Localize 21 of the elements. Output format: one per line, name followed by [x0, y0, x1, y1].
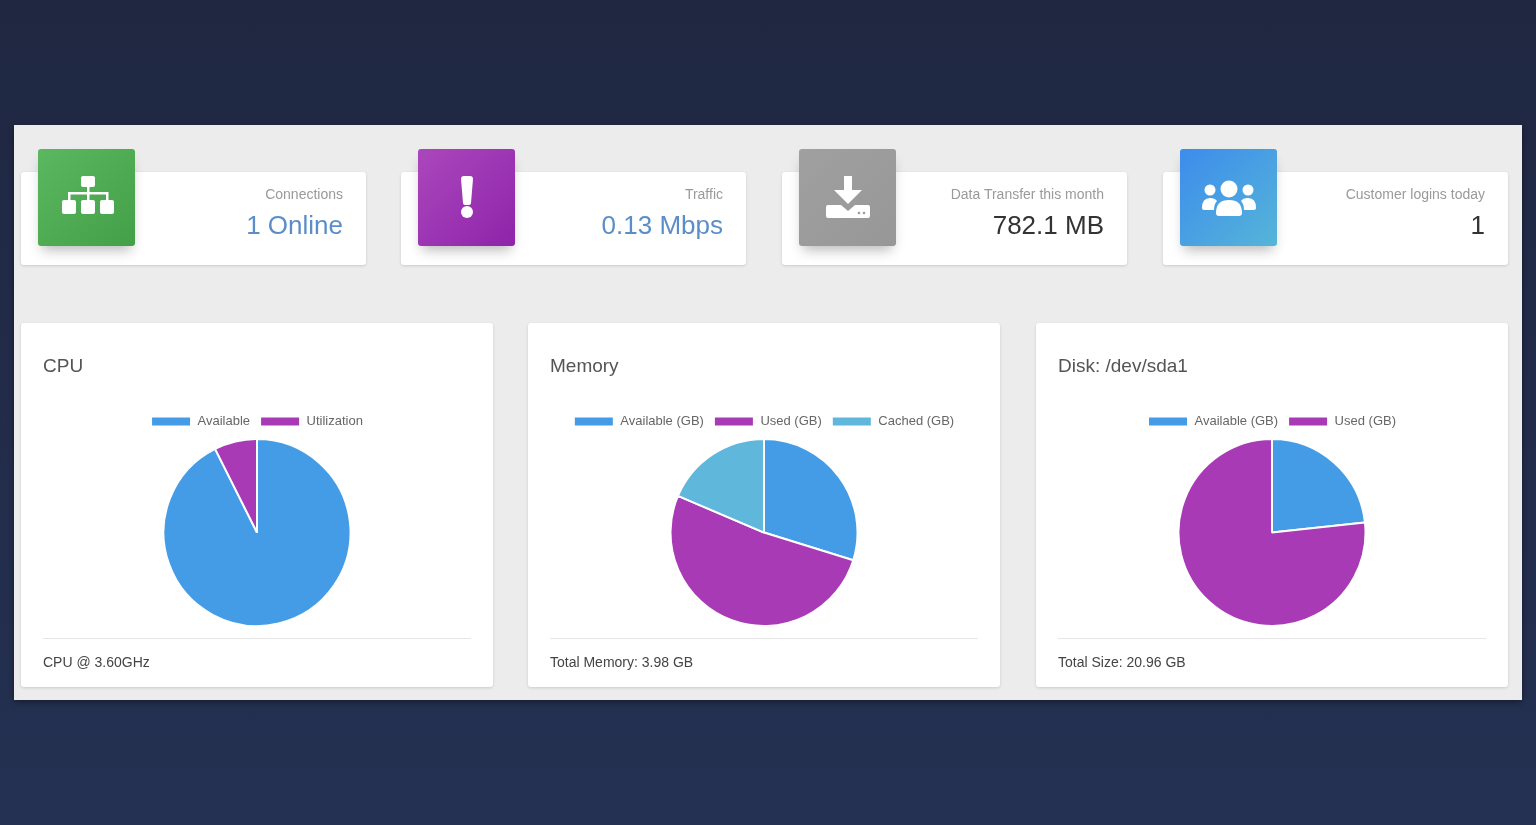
text: Connections: [265, 185, 343, 203]
legend-label: Used (GB): [1334, 413, 1396, 429]
text: Traffic: [684, 185, 723, 203]
legend-label: Used (GB): [760, 413, 822, 429]
legend-label: Available (GB): [620, 413, 704, 429]
text: Total Size: 20.96 GB: [1058, 653, 1186, 671]
legend-label: Cached (GB): [878, 413, 955, 429]
legend-label: Available (GB): [1194, 413, 1279, 429]
text: CPU @ 3.60GHz: [43, 653, 150, 671]
text: 782.1 MB: [992, 210, 1104, 240]
text: Customer logins today: [1345, 185, 1485, 203]
text: Data Transfer this month: [950, 185, 1104, 203]
chart-title: CPU: [43, 355, 84, 377]
text: Total Memory: 3.98 GB: [550, 653, 694, 671]
text: 1: [1470, 210, 1485, 240]
text: 1 Online: [246, 210, 343, 240]
legend-label: Utilization: [306, 413, 363, 429]
text: 0.13 Mbps: [601, 210, 723, 240]
chart-title: Disk: /dev/sda1: [1058, 355, 1188, 377]
chart-title: Memory: [550, 355, 619, 377]
legend-label: Available: [197, 413, 251, 429]
